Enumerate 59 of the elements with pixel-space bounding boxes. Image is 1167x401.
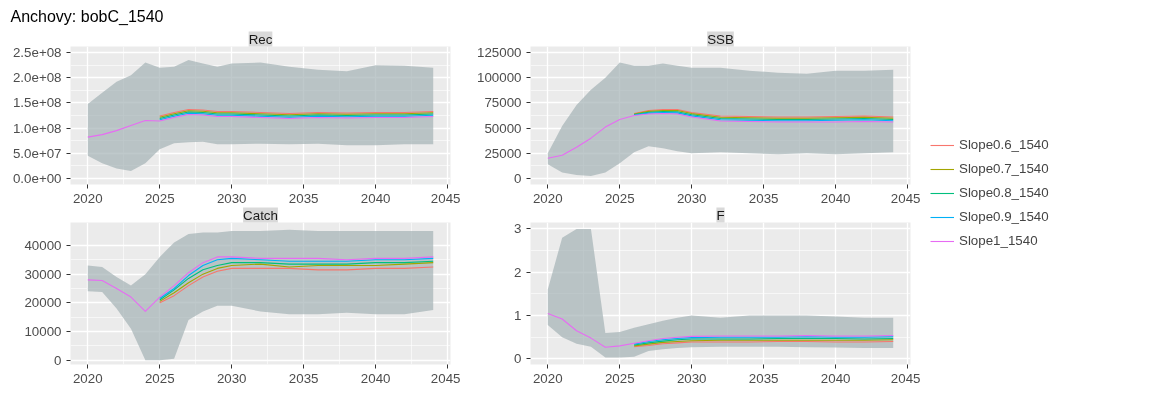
x-tick-label: 2040 xyxy=(360,190,391,206)
y-tick-label: 2.0e+08 xyxy=(12,70,62,86)
line-series xyxy=(87,113,434,138)
line-series xyxy=(547,312,894,348)
chart-title: Anchovy: bobC_1540 xyxy=(10,7,164,26)
x-tick-label: 2030 xyxy=(676,190,707,206)
y-tick-label: 0.0e+00 xyxy=(12,170,62,186)
chart-subtitle: Catch xyxy=(243,207,278,223)
x-tick-label: 2035 xyxy=(748,190,779,206)
x-tick-label: 2030 xyxy=(216,370,247,386)
chart-subtitle: Rec xyxy=(248,31,273,47)
y-tick-label: 5.0e+07 xyxy=(12,145,62,161)
y-tick-label: 0 xyxy=(514,170,522,186)
x-tick-label: 2040 xyxy=(820,190,851,206)
x-tick-label: 2030 xyxy=(216,190,247,206)
y-tick-label: 2.5e+08 xyxy=(12,45,62,61)
chart-subtitle: F xyxy=(716,207,725,223)
y-tick-label: 50000 xyxy=(484,120,522,136)
y-tick-label: 10000 xyxy=(24,324,62,340)
x-tick-label: 2035 xyxy=(288,370,319,386)
x-tick-label: 2025 xyxy=(144,370,175,386)
y-tick-label: 125000 xyxy=(477,45,522,61)
y-tick-label: 1 xyxy=(514,308,522,324)
legend-label: Slope0.8_1540 xyxy=(959,185,1049,200)
y-tick-label: 100000 xyxy=(477,70,522,86)
x-tick-label: 2025 xyxy=(604,190,635,206)
x-tick-label: 2045 xyxy=(430,370,461,386)
y-tick-label: 0 xyxy=(514,351,522,367)
x-tick-label: 2035 xyxy=(288,190,319,206)
line-series xyxy=(547,112,894,159)
chart-subtitle: SSB xyxy=(707,31,734,47)
x-tick-label: 2045 xyxy=(430,190,461,206)
x-tick-label: 2020 xyxy=(532,190,563,206)
x-tick-label: 2045 xyxy=(890,370,921,386)
legend-label: Slope0.9_1540 xyxy=(959,209,1049,224)
x-tick-label: 2030 xyxy=(676,370,707,386)
y-tick-label: 3 xyxy=(514,221,522,237)
y-tick-label: 20000 xyxy=(24,295,62,311)
x-tick-label: 2040 xyxy=(360,370,391,386)
x-tick-label: 2020 xyxy=(72,370,103,386)
x-tick-label: 2020 xyxy=(532,370,563,386)
x-tick-label: 2040 xyxy=(820,370,851,386)
x-tick-label: 2045 xyxy=(890,190,921,206)
legend-label: Slope1_1540 xyxy=(959,233,1038,248)
x-tick-label: 2025 xyxy=(144,190,175,206)
y-tick-label: 0 xyxy=(54,352,62,368)
x-tick-label: 2035 xyxy=(748,370,779,386)
x-tick-label: 2020 xyxy=(72,190,103,206)
y-tick-label: 1.5e+08 xyxy=(12,95,62,111)
y-tick-label: 40000 xyxy=(24,237,62,253)
y-tick-label: 25000 xyxy=(484,145,522,161)
y-tick-label: 1.0e+08 xyxy=(12,120,62,136)
legend-label: Slope0.7_1540 xyxy=(959,161,1049,176)
line-series xyxy=(87,256,434,312)
y-tick-label: 75000 xyxy=(484,95,522,111)
y-tick-label: 2 xyxy=(514,264,522,280)
x-tick-label: 2025 xyxy=(604,370,635,386)
y-tick-label: 30000 xyxy=(24,266,62,282)
legend-label: Slope0.6_1540 xyxy=(959,137,1049,152)
